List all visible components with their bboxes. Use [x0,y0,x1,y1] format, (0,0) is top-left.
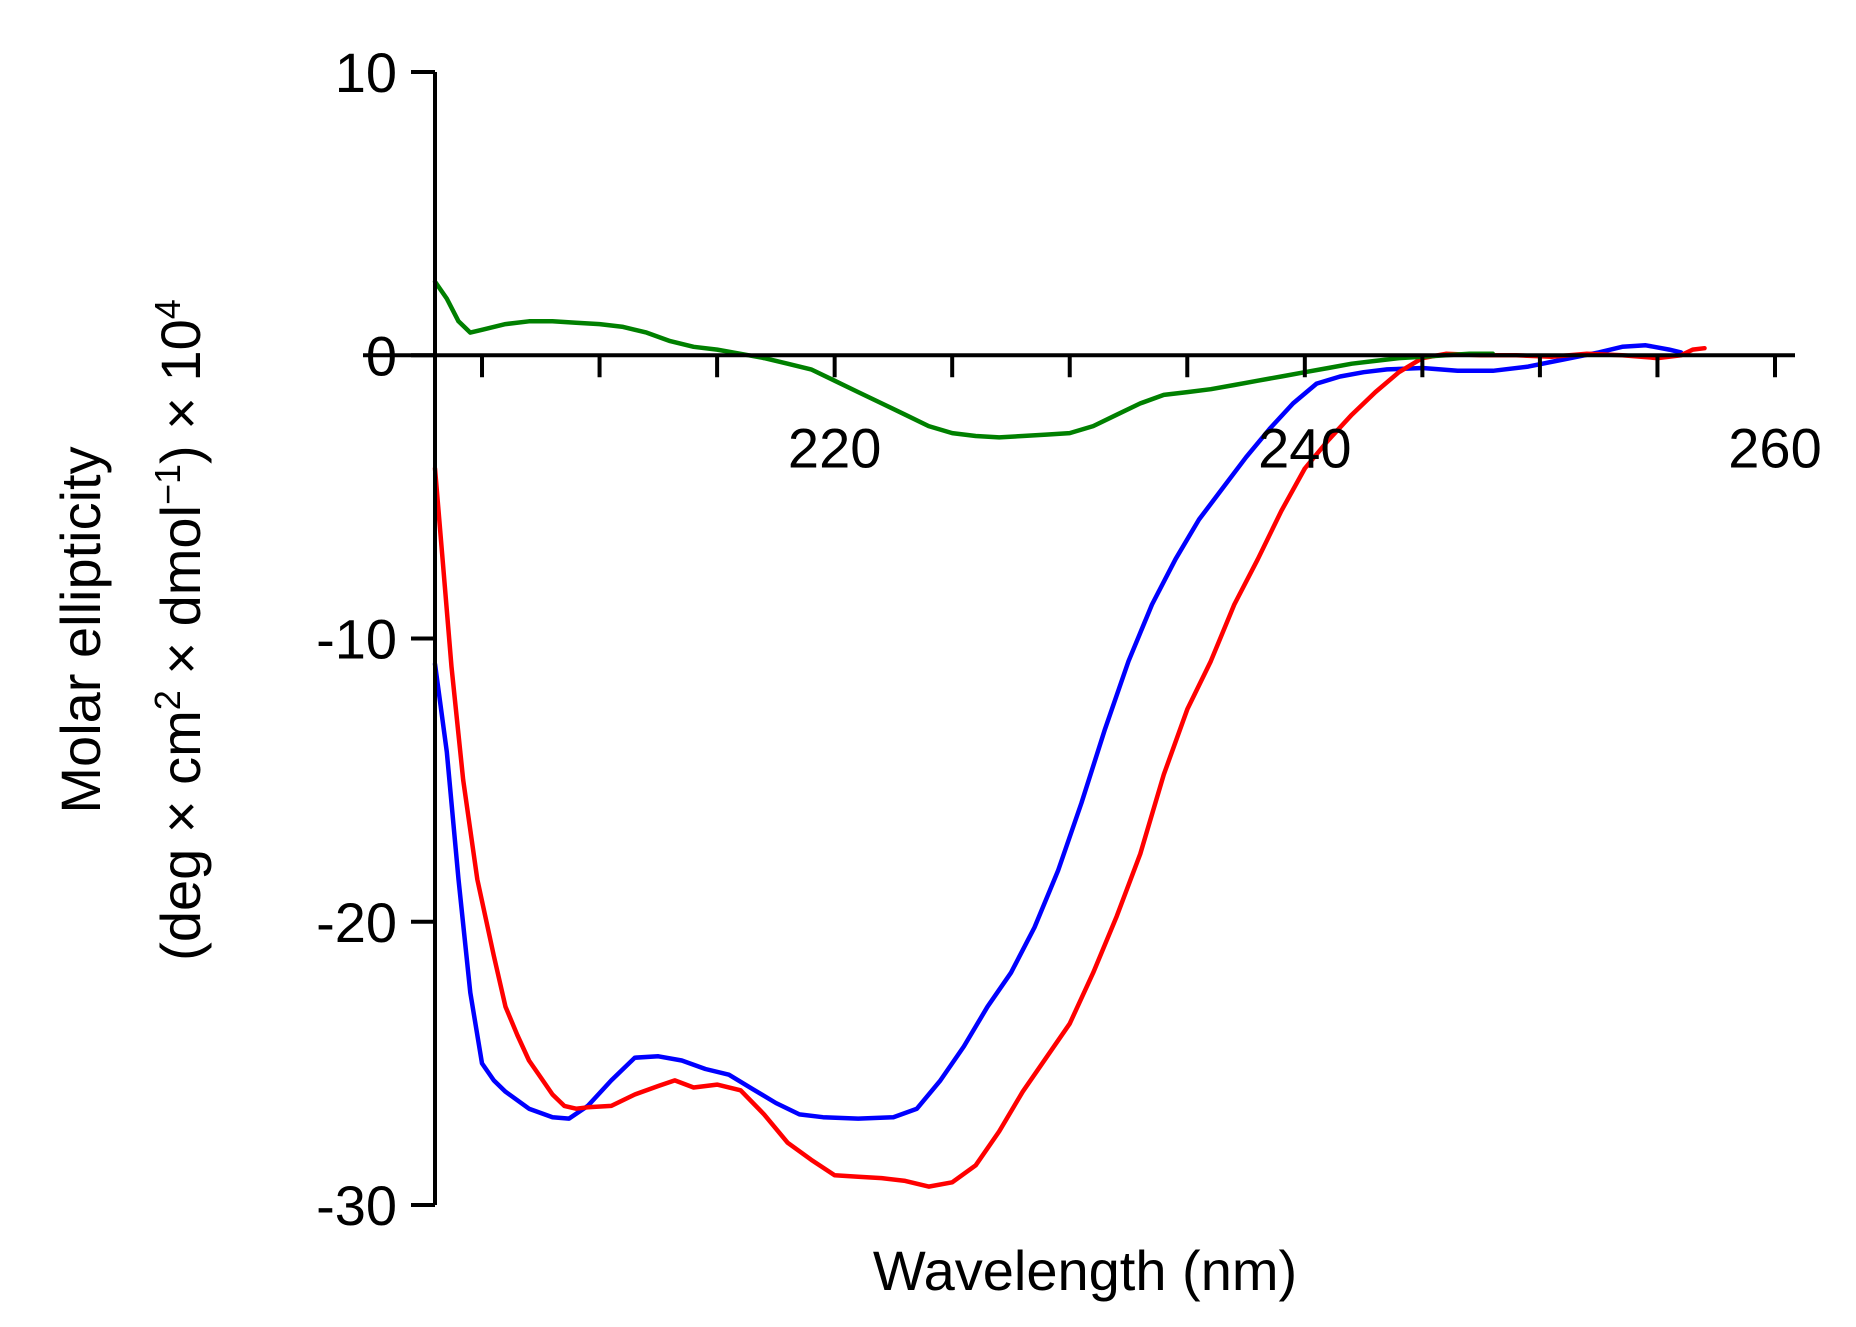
y-tick-label: 0 [366,324,397,387]
y-tick-label: -30 [316,1174,397,1237]
y-title-sup-2: 2 [147,690,188,710]
y-tick-label: 10 [335,41,397,104]
x-tick-label: 220 [788,416,881,479]
series-line-red [432,345,1707,1189]
series-layer [432,279,1707,1189]
y-title-sup-minus1: −1 [147,464,188,505]
y-tick-label: -20 [316,891,397,954]
axes-layer [363,72,1795,1205]
y-axis-title-line1: Molar ellipticity [49,446,112,813]
y-axis-title-line2: (deg × cm2 × dmol−1) × 104 [147,299,213,961]
tick-labels-layer: 10 0 -10 -20 -30 220 240 260 [316,41,1822,1237]
x-tick-label: 260 [1728,416,1821,479]
ticks-layer [411,70,1777,1207]
y-title-part-times10: ) × 10 [149,319,212,464]
series-line-blue [432,343,1684,1121]
x-axis-title: Wavelength (nm) [873,1239,1297,1302]
x-tick-label: 240 [1258,416,1351,479]
series-line-green [432,279,1496,440]
y-title-part-prefix: (deg × cm [149,710,212,961]
y-title-part-dmol: × dmol [149,505,212,690]
y-title-sup-4: 4 [147,299,188,319]
y-tick-label: -10 [316,608,397,671]
